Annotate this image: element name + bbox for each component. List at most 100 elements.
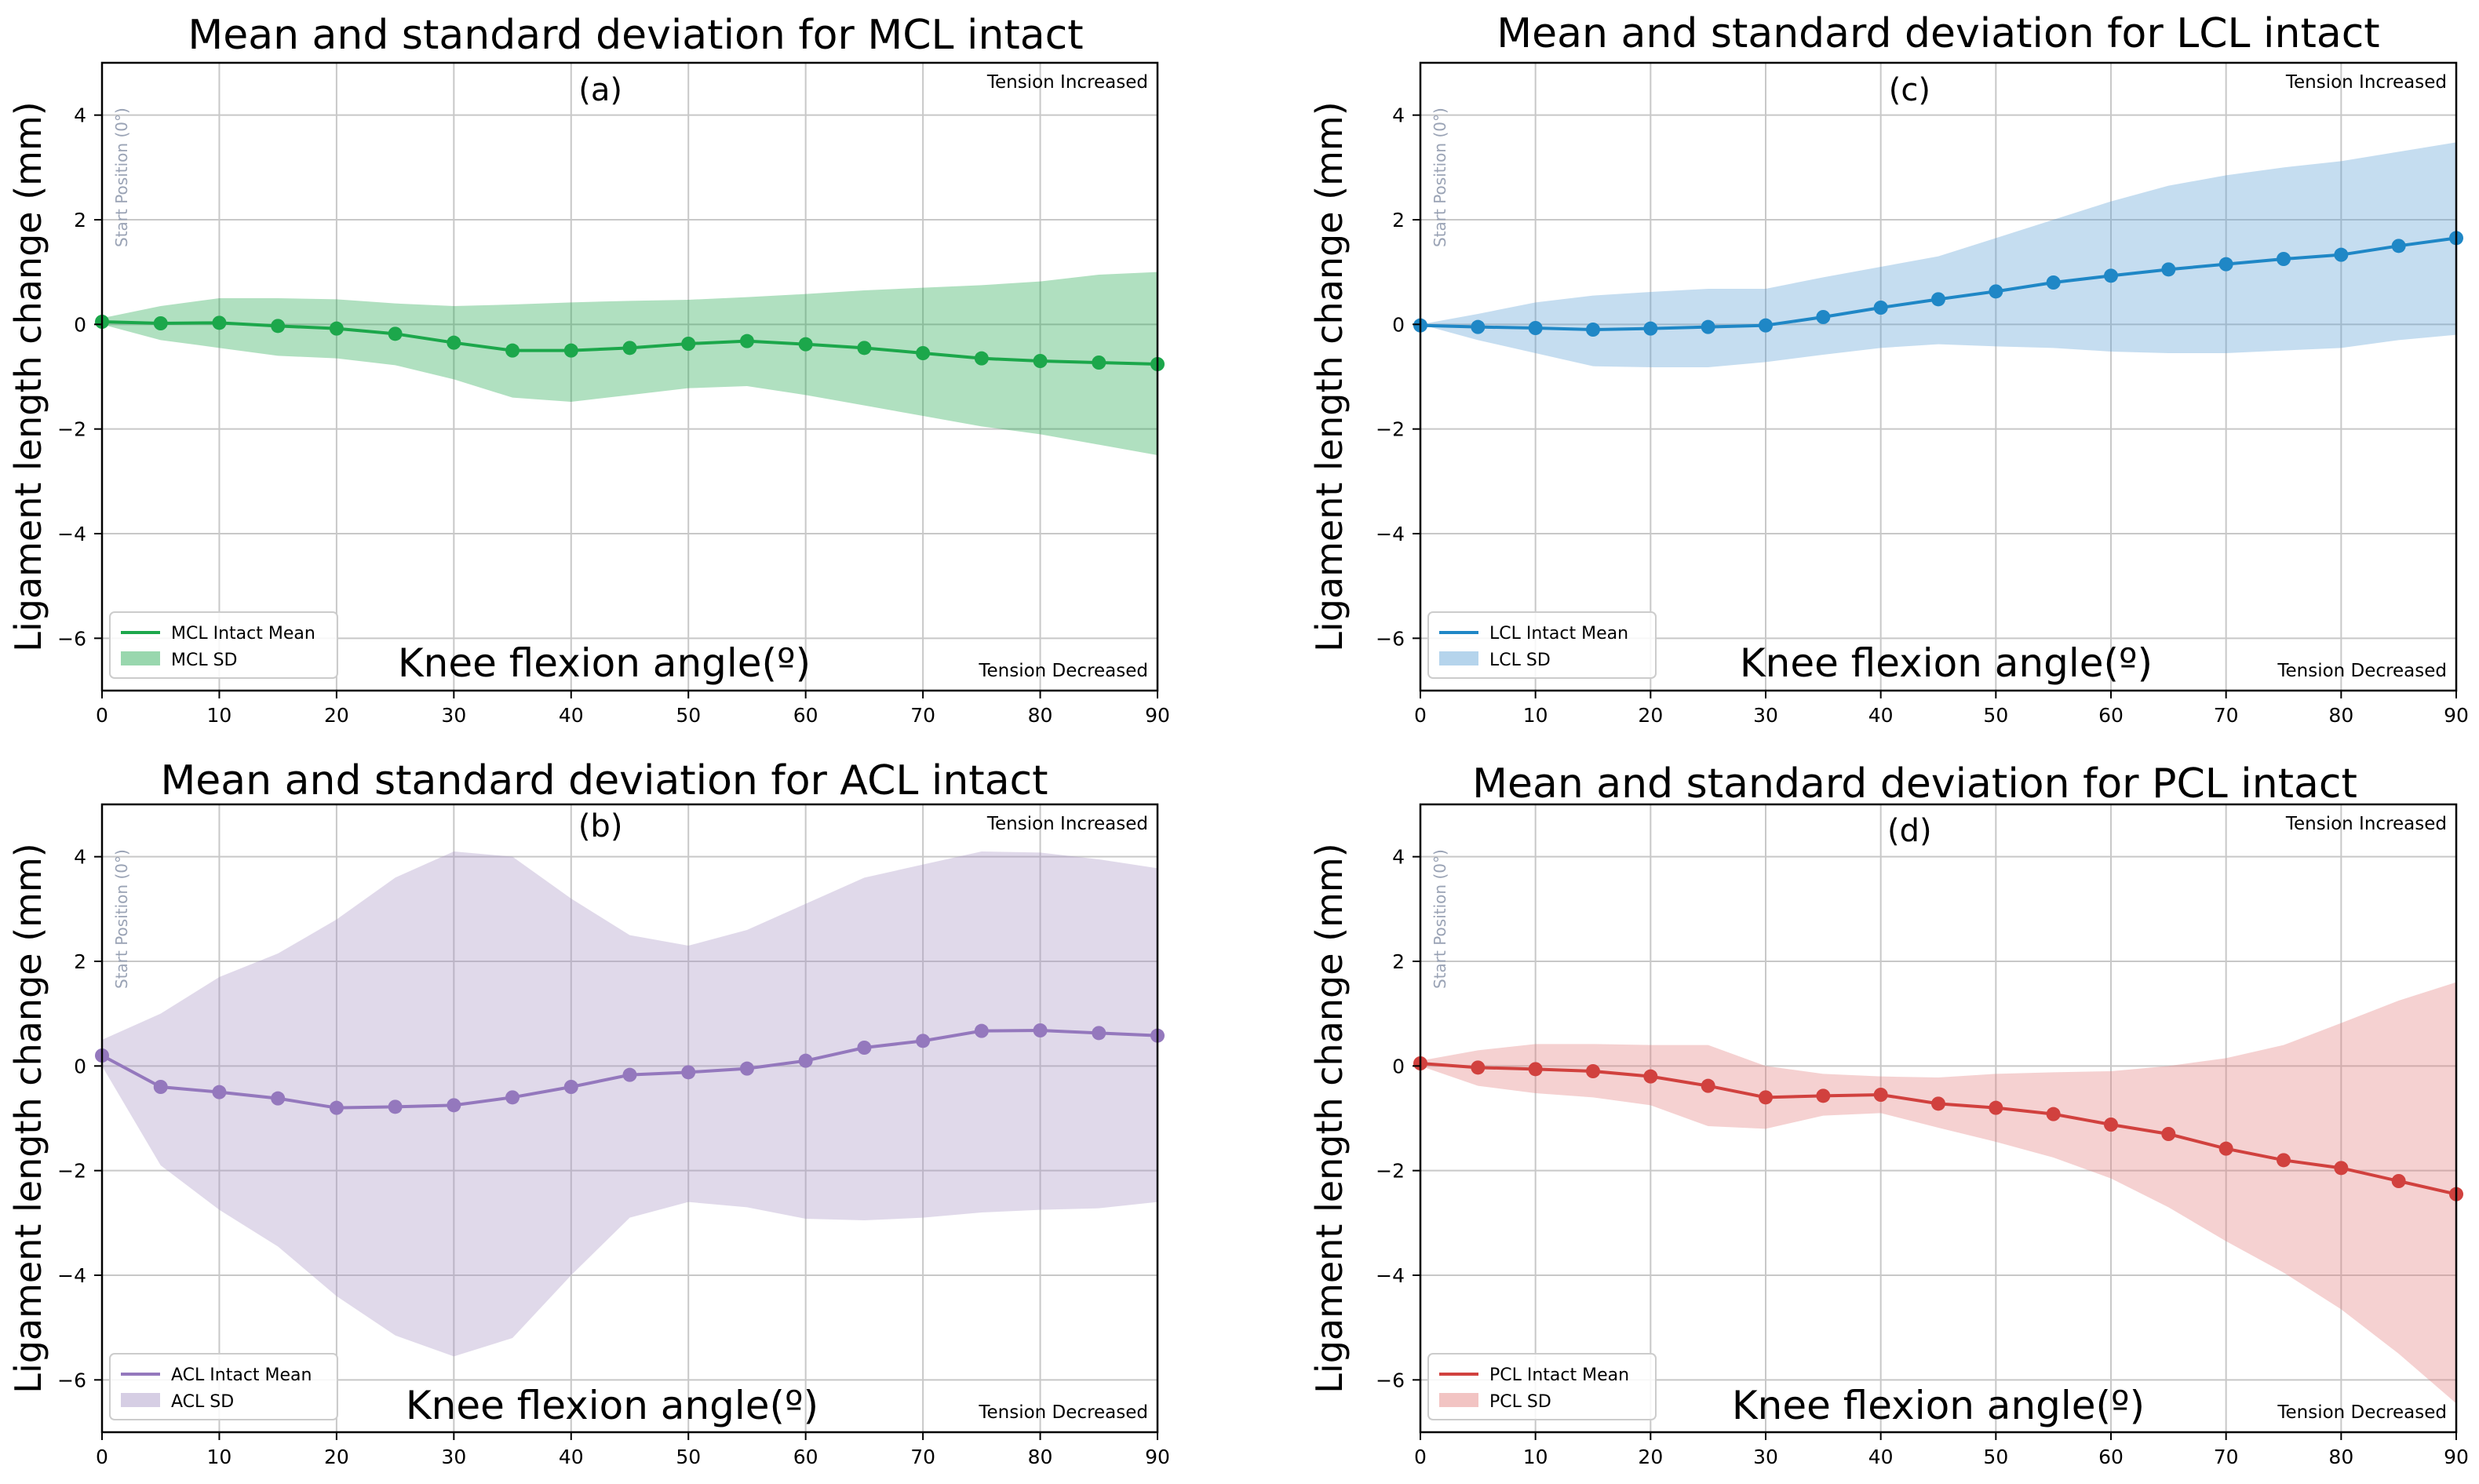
y-tick-label: 0	[1392, 1055, 1405, 1077]
x-tick-label: 10	[207, 704, 232, 727]
x-axis-label: Knee flexion angle(º)	[406, 1383, 818, 1428]
plot-frame	[1419, 61, 2458, 692]
x-axis-label: Knee flexion angle(º)	[398, 640, 811, 686]
x-tick-label: 80	[1028, 704, 1053, 727]
mean-point	[329, 1100, 344, 1115]
x-tick-label: 20	[1638, 704, 1663, 727]
sd-band	[102, 272, 1157, 455]
x-tick-label: 70	[910, 1446, 935, 1468]
mean-point	[1816, 310, 1831, 324]
y-tick-label: −6	[57, 1369, 86, 1391]
mean-point	[1701, 319, 1715, 334]
tension-decreased-note: Tension Decreased	[978, 661, 1148, 681]
plot-frame	[100, 61, 1159, 692]
mean-point	[798, 1053, 813, 1068]
x-tick-label: 0	[1414, 704, 1427, 727]
y-tick-label: 2	[1392, 950, 1405, 973]
x-tick-label: 70	[910, 704, 935, 727]
legend-box	[109, 1353, 338, 1420]
x-tick-label: 70	[2214, 1446, 2239, 1468]
legend-sd-label: ACL SD	[171, 1392, 234, 1412]
mean-point	[1092, 356, 1106, 370]
mean-point	[2218, 257, 2233, 272]
chart-title: Mean and standard deviation for LCL inta…	[1497, 10, 2379, 57]
legend-sd-swatch	[1439, 651, 1478, 665]
x-axis-label: Knee flexion angle(º)	[1732, 1383, 2145, 1428]
tension-decreased-note: Tension Decreased	[978, 1402, 1148, 1423]
x-tick-label: 60	[793, 704, 818, 727]
x-tick-label: 40	[559, 1446, 584, 1468]
mean-point	[681, 337, 696, 351]
mean-point	[2046, 275, 2061, 290]
y-axis-label: Ligament length change (mm)	[1308, 843, 1351, 1393]
mean-point	[739, 334, 754, 348]
mean-point	[388, 326, 403, 341]
mean-point	[1586, 323, 1600, 337]
mean-point	[622, 341, 637, 356]
legend-sd-swatch	[121, 1393, 160, 1407]
plot-frame	[1419, 803, 2458, 1434]
mean-point	[2277, 1153, 2291, 1168]
mean-point	[1989, 1100, 2003, 1115]
tension-decreased-note: Tension Decreased	[2277, 1402, 2447, 1423]
legend-box	[109, 611, 338, 679]
y-tick-label: 4	[1392, 104, 1405, 127]
mean-point	[974, 1023, 989, 1038]
mean-point	[1033, 354, 1048, 368]
mean-point	[447, 335, 461, 350]
mean-point	[916, 1034, 931, 1048]
y-tick-label: 4	[74, 846, 86, 869]
x-tick-label: 30	[441, 1446, 466, 1468]
mean-point	[1989, 284, 2003, 299]
legend-mean-label: PCL Intact Mean	[1489, 1365, 1629, 1385]
x-tick-label: 10	[1523, 704, 1548, 727]
x-tick-label: 40	[1868, 1446, 1894, 1468]
mean-point	[1643, 1069, 1658, 1084]
plot-frame	[100, 803, 1159, 1434]
y-tick-label: −4	[57, 523, 86, 545]
legend-box	[1427, 1353, 1657, 1420]
legend-mean-label: MCL Intact Mean	[171, 624, 315, 644]
mean-point	[1033, 1023, 1048, 1037]
x-tick-label: 70	[2214, 704, 2239, 727]
mean-point	[1471, 319, 1486, 334]
mean-point	[2046, 1107, 2061, 1121]
x-tick-label: 30	[1753, 704, 1778, 727]
x-tick-label: 90	[2444, 1446, 2469, 1468]
legend-mean-label: LCL Intact Mean	[1489, 624, 1628, 644]
mean-point	[1701, 1078, 1715, 1093]
x-tick-label: 80	[1028, 1446, 1053, 1468]
mean-point	[271, 1091, 286, 1106]
mean-point	[1759, 318, 1773, 333]
y-tick-label: −4	[57, 1264, 86, 1287]
mean-point	[857, 341, 872, 356]
x-tick-label: 0	[1414, 1446, 1427, 1468]
sd-band	[1420, 982, 2456, 1404]
sd-band	[1420, 142, 2456, 368]
panel-label: (c)	[1889, 72, 1930, 108]
y-tick-label: 4	[74, 104, 86, 127]
y-tick-label: −2	[57, 418, 86, 441]
start-position-label: Start Position (0°)	[112, 849, 131, 989]
x-tick-label: 0	[96, 1446, 108, 1468]
mean-point	[1528, 1062, 1543, 1077]
mean-point	[388, 1099, 403, 1114]
mean-point	[1759, 1090, 1773, 1105]
legend-sd-swatch	[1439, 1393, 1478, 1407]
mean-point	[974, 351, 989, 366]
x-axis-label: Knee flexion angle(º)	[1740, 640, 2153, 686]
legend-sd-label: MCL SD	[171, 651, 238, 670]
y-axis-label: Ligament length change (mm)	[7, 843, 49, 1393]
y-axis-label: Ligament length change (mm)	[1308, 101, 1351, 651]
start-position-label: Start Position (0°)	[1431, 849, 1449, 989]
y-tick-label: 0	[74, 1055, 86, 1077]
y-tick-label: 2	[74, 209, 86, 232]
mean-point	[1092, 1026, 1106, 1041]
x-tick-label: 40	[559, 704, 584, 727]
x-tick-label: 30	[1753, 1446, 1778, 1468]
tension-increased-note: Tension Increased	[2285, 72, 2447, 93]
y-tick-label: −4	[1376, 523, 1405, 545]
mean-point	[2218, 1141, 2233, 1156]
mean-point	[2334, 247, 2349, 262]
mean-point	[2161, 262, 2176, 277]
